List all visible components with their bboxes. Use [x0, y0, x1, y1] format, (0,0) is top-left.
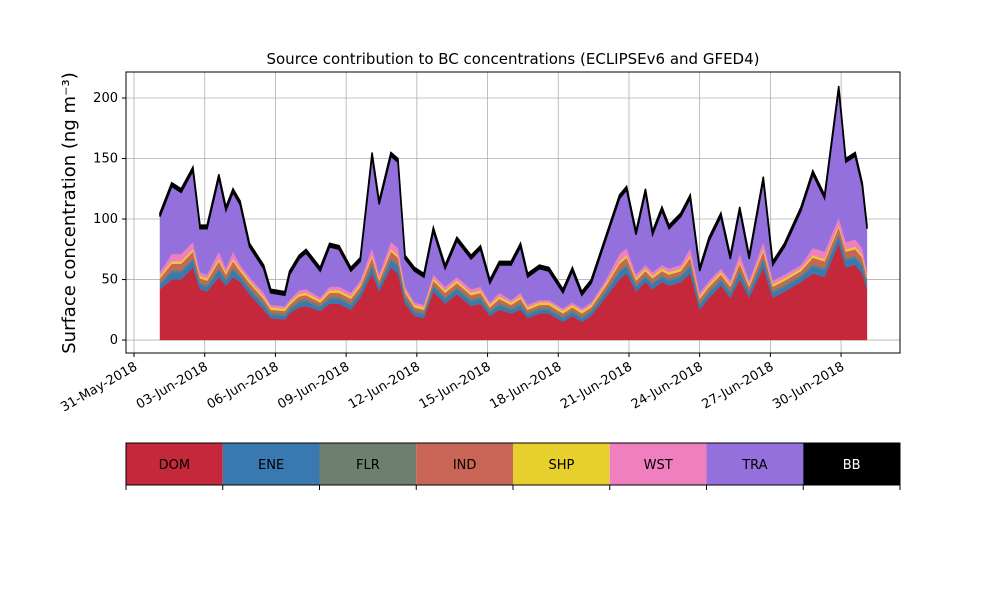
- plot-frame: [125, 71, 901, 354]
- y-axis-label: Surface concentration (ng m⁻³): [59, 72, 80, 354]
- legend-swatch: [222, 443, 320, 485]
- x-tick-label: 03-Jun-2018: [134, 359, 211, 412]
- x-tick-label: 21-Jun-2018: [558, 359, 635, 412]
- legend-swatch: [513, 443, 610, 485]
- x-tick-label: 18-Jun-2018: [487, 359, 564, 412]
- x-tick-label: 09-Jun-2018: [275, 359, 352, 412]
- chart-title: Source contribution to BC concentrations…: [266, 50, 759, 68]
- legend-swatch: [609, 443, 707, 485]
- x-tick-label: 12-Jun-2018: [346, 359, 423, 412]
- legend-label: BB: [843, 458, 861, 473]
- legend-swatch: [126, 443, 223, 485]
- x-tick-label: 27-Jun-2018: [700, 359, 777, 412]
- y-tick-label: 50: [101, 273, 118, 288]
- legend-label: ENE: [258, 458, 284, 473]
- areas: [159, 85, 868, 341]
- y-tick-label: 0: [110, 333, 118, 348]
- legend-label: TRA: [741, 458, 767, 473]
- y-tick-label: 100: [93, 212, 118, 227]
- legend-label: SHP: [548, 458, 574, 473]
- y-tick-label: 150: [93, 152, 118, 167]
- x-tick-label: 15-Jun-2018: [417, 359, 494, 412]
- x-tick-label: 06-Jun-2018: [205, 359, 282, 412]
- legend-label: FLR: [356, 458, 380, 473]
- legend-swatch: [416, 443, 513, 485]
- legend-label: IND: [453, 458, 477, 473]
- legend-label: DOM: [159, 458, 190, 473]
- legend-swatch: [319, 443, 417, 485]
- x-tick-label: 31-May-2018: [58, 359, 140, 415]
- legend-label: WST: [644, 458, 673, 473]
- area-bb: [159, 85, 868, 297]
- x-tick-label: 30-Jun-2018: [770, 359, 847, 412]
- legend-swatch: [803, 443, 900, 485]
- legend-swatch: [706, 443, 804, 485]
- x-tick-label: 24-Jun-2018: [629, 359, 706, 412]
- y-tick-label: 200: [93, 91, 118, 106]
